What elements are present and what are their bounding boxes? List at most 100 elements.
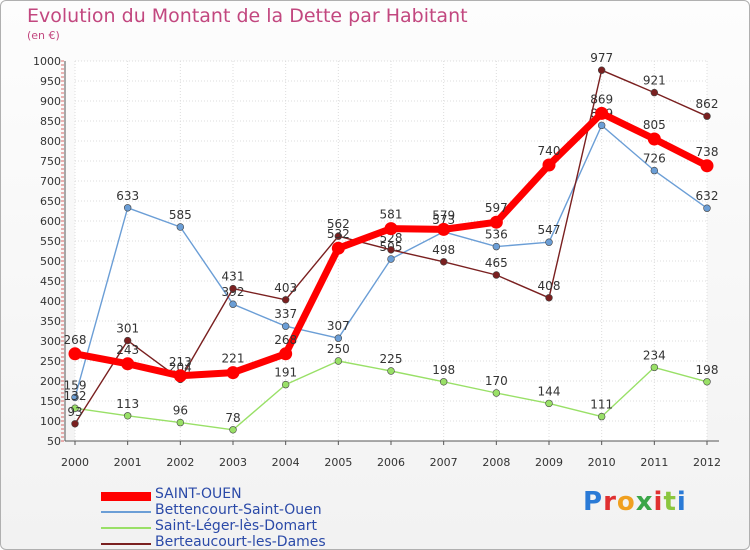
y-tick-label: 750 [40, 155, 61, 168]
data-label-0: 740 [538, 144, 561, 158]
data-label-2: 225 [380, 352, 403, 366]
y-tick-label: 150 [40, 395, 61, 408]
y-tick-label: 700 [40, 175, 61, 188]
series-point-1 [176, 223, 185, 231]
data-label-3: 204 [169, 360, 192, 374]
data-label-0: 579 [432, 208, 455, 222]
x-tick-label: 2009 [535, 456, 563, 469]
y-tick-label: 350 [40, 315, 61, 328]
series-point-2 [281, 380, 290, 389]
series-point-0 [121, 357, 135, 371]
data-label-2: 144 [538, 384, 561, 398]
x-tick-label: 2006 [377, 456, 405, 469]
series-point-1 [597, 121, 606, 130]
data-label-3: 465 [485, 256, 508, 270]
series-point-3 [597, 66, 606, 74]
x-tick-label: 2010 [588, 456, 616, 469]
data-label-3: 498 [432, 243, 455, 257]
legend-label: SAINT-OUEN [155, 486, 242, 502]
y-tick-label: 400 [40, 295, 61, 308]
series-point-3 [439, 258, 448, 266]
series-point-0 [68, 347, 82, 361]
data-label-0: 243 [116, 343, 139, 357]
x-tick-label: 2007 [430, 456, 458, 469]
series-point-1 [334, 334, 343, 342]
data-label-2: 198 [432, 363, 455, 377]
data-label-1: 159 [64, 378, 87, 392]
series-point-0 [595, 106, 609, 120]
legend-swatch [101, 491, 151, 501]
series-point-0 [173, 369, 187, 383]
chart-subtitle: (en €) [27, 29, 60, 42]
y-tick-label: 900 [40, 95, 61, 108]
y-tick-label: 450 [40, 275, 61, 288]
data-label-1: 573 [432, 213, 455, 227]
series-point-0 [226, 366, 240, 380]
y-tick-label: 800 [40, 135, 61, 148]
series-point-1 [71, 393, 79, 402]
data-label-2: 234 [643, 348, 666, 362]
data-label-2: 113 [116, 397, 139, 411]
data-label-3: 408 [538, 279, 561, 293]
series-point-3 [281, 296, 290, 304]
series-point-0 [437, 222, 451, 236]
x-tick-label: 2003 [219, 456, 247, 469]
x-tick-label: 2001 [114, 456, 142, 469]
x-tick-label: 2004 [272, 456, 300, 469]
series-point-2 [492, 389, 501, 397]
data-label-0: 869 [590, 92, 613, 106]
series-point-2 [176, 418, 185, 427]
data-label-2: 78 [225, 411, 240, 425]
series-point-3 [71, 420, 79, 428]
series-point-2 [703, 378, 711, 386]
x-tick-label: 2000 [61, 456, 89, 469]
data-label-0: 268 [64, 333, 87, 347]
x-tick-label: 2012 [693, 456, 721, 469]
series-point-1 [650, 166, 659, 175]
series-point-1 [545, 238, 553, 246]
series-point-2 [123, 412, 132, 420]
series-point-2 [71, 404, 79, 412]
series-point-3 [545, 294, 553, 302]
series-point-0 [489, 215, 503, 229]
x-tick-label: 2002 [166, 456, 194, 469]
data-label-3: 862 [696, 97, 719, 111]
chart-title: Evolution du Montant de la Dette par Hab… [27, 5, 468, 27]
series-point-1 [703, 204, 711, 212]
y-tick-label: 850 [40, 115, 61, 128]
series-point-0 [700, 159, 714, 173]
series-point-1 [492, 242, 501, 251]
data-label-1: 337 [274, 307, 297, 321]
data-label-0: 213 [169, 355, 192, 369]
data-label-2: 132 [64, 389, 87, 403]
y-tick-label: 50 [47, 435, 61, 448]
series-point-2 [597, 412, 606, 421]
data-label-0: 268 [274, 333, 297, 347]
legend-label: Bettencourt-Saint-Ouen [155, 502, 322, 518]
series-point-2 [439, 378, 448, 386]
series-point-2 [229, 426, 237, 434]
data-label-3: 431 [222, 270, 245, 284]
legend-swatch [101, 511, 151, 513]
series-point-1 [387, 255, 395, 263]
data-label-1: 633 [116, 189, 139, 203]
data-label-2: 198 [696, 363, 719, 377]
data-label-1: 726 [643, 152, 666, 166]
data-label-1: 585 [169, 208, 192, 222]
series-point-0 [331, 241, 345, 255]
series-point-3 [123, 336, 132, 345]
series-point-3 [650, 88, 659, 97]
data-label-0: 738 [696, 145, 719, 159]
legend-swatch [101, 527, 151, 529]
x-tick-label: 2008 [482, 456, 510, 469]
y-tick-label: 100 [40, 415, 61, 428]
data-label-3: 301 [116, 322, 139, 336]
proxiti-logo: Proxiti [583, 487, 687, 517]
data-label-3: 921 [643, 74, 666, 88]
series-point-3 [492, 271, 501, 279]
data-label-3: 562 [327, 217, 350, 231]
series-point-0 [542, 158, 556, 172]
data-label-0: 805 [643, 118, 666, 132]
